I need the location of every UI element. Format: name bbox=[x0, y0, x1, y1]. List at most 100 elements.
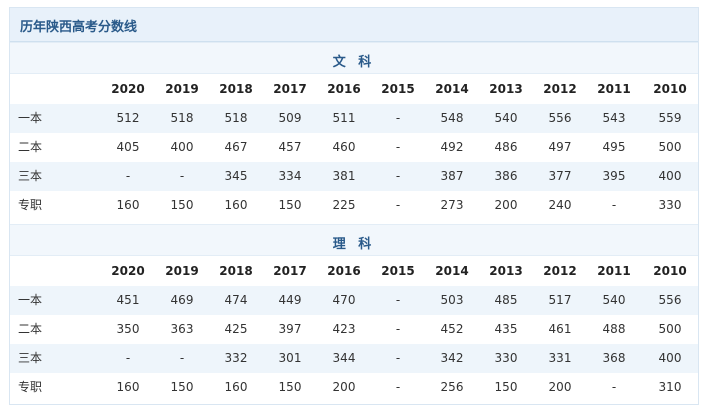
score-cell: 240 bbox=[548, 198, 572, 212]
year-header-cell: 2014 bbox=[435, 264, 469, 278]
year-header-row: 2020 2019 2018 2017 2016 2015 2014 2013 2012 2011… bbox=[10, 256, 698, 286]
year-header-cell: 2018 bbox=[219, 82, 253, 96]
table-row: 二本 405 400 467 457 460 - 492 486 497 495 500 bbox=[10, 133, 698, 162]
year-header-cell: 2016 bbox=[327, 82, 361, 96]
table-row: 一本 512 518 518 509 511 - 548 540 556 543 559 bbox=[10, 104, 698, 133]
score-cell: 518 bbox=[170, 111, 194, 125]
score-cell: 449 bbox=[278, 293, 302, 307]
year-header-cell: 2015 bbox=[381, 82, 415, 96]
row-label: 三本 bbox=[18, 169, 43, 183]
year-header-cell: 2020 bbox=[111, 82, 145, 96]
score-cell: 556 bbox=[548, 111, 572, 125]
score-cell: - bbox=[395, 293, 401, 307]
year-header-cell: 2010 bbox=[653, 264, 687, 278]
score-cell: 381 bbox=[332, 169, 356, 183]
section-title: 理 科 bbox=[332, 237, 376, 252]
year-header-cell: 2016 bbox=[327, 264, 361, 278]
year-header-cell: 2019 bbox=[165, 264, 199, 278]
table-row: 二本 350 363 425 397 423 - 452 435 461 488 500 bbox=[10, 315, 698, 344]
score-cell: 495 bbox=[602, 140, 626, 154]
score-cell: 556 bbox=[658, 293, 682, 307]
table-row: 三本 - - 345 334 381 - 387 386 377 395 400 bbox=[10, 162, 698, 191]
score-cell: 517 bbox=[548, 293, 572, 307]
year-header-cell: 2017 bbox=[273, 264, 307, 278]
score-cell: 540 bbox=[494, 111, 518, 125]
score-cell: 467 bbox=[224, 140, 248, 154]
row-label: 一本 bbox=[18, 111, 43, 125]
row-label: 专职 bbox=[18, 198, 43, 212]
year-header-cell: 2011 bbox=[597, 82, 631, 96]
score-cell: 423 bbox=[332, 322, 356, 336]
score-cell: 548 bbox=[440, 111, 464, 125]
row-label: 二本 bbox=[18, 322, 43, 336]
score-cell: 342 bbox=[440, 351, 464, 365]
year-header-cell: 2010 bbox=[653, 82, 687, 96]
score-cell: 150 bbox=[278, 198, 302, 212]
score-cell: 540 bbox=[602, 293, 626, 307]
score-cell: 470 bbox=[332, 293, 356, 307]
score-cell: - bbox=[395, 380, 401, 394]
score-cell: 425 bbox=[224, 322, 248, 336]
score-cell: 461 bbox=[548, 322, 572, 336]
year-header-cell: 2014 bbox=[435, 82, 469, 96]
score-cell: - bbox=[395, 351, 401, 365]
score-cell: 451 bbox=[116, 293, 140, 307]
year-header-cell: 2013 bbox=[489, 82, 523, 96]
score-cell: 331 bbox=[548, 351, 572, 365]
score-cell: 310 bbox=[658, 380, 682, 394]
score-cell: 397 bbox=[278, 322, 302, 336]
score-cell: 559 bbox=[658, 111, 682, 125]
year-header-cell: 2018 bbox=[219, 264, 253, 278]
score-cell: 460 bbox=[332, 140, 356, 154]
score-cell: 200 bbox=[494, 198, 518, 212]
score-cell: 160 bbox=[224, 198, 248, 212]
score-cell: - bbox=[395, 111, 401, 125]
score-cell: 452 bbox=[440, 322, 464, 336]
score-cell: 150 bbox=[494, 380, 518, 394]
score-cell: 486 bbox=[494, 140, 518, 154]
year-header-cell: 2019 bbox=[165, 82, 199, 96]
score-cell: - bbox=[611, 198, 617, 212]
score-cell: 301 bbox=[278, 351, 302, 365]
score-cell: - bbox=[125, 351, 131, 365]
score-cell: 350 bbox=[116, 322, 140, 336]
year-header-cell: 2015 bbox=[381, 264, 415, 278]
score-cell: 457 bbox=[278, 140, 302, 154]
score-cell: 405 bbox=[116, 140, 140, 154]
score-cell: 492 bbox=[440, 140, 464, 154]
score-cell: 334 bbox=[278, 169, 302, 183]
year-header-row: 2020 2019 2018 2017 2016 2015 2014 2013 2012 2011… bbox=[10, 74, 698, 104]
score-cell: 485 bbox=[494, 293, 518, 307]
section-title: 文 科 bbox=[332, 55, 376, 70]
table-row: 专职 160 150 160 150 200 - 256 150 200 - 310 bbox=[10, 373, 698, 402]
score-cell: 435 bbox=[494, 322, 518, 336]
score-cell: 387 bbox=[440, 169, 464, 183]
score-cell: 500 bbox=[658, 322, 682, 336]
score-cell: 386 bbox=[494, 169, 518, 183]
score-cell: - bbox=[395, 140, 401, 154]
score-cell: 511 bbox=[332, 111, 356, 125]
score-cell: 273 bbox=[440, 198, 464, 212]
row-label: 二本 bbox=[18, 140, 43, 154]
table-row: 一本 451 469 474 449 470 - 503 485 517 540 556 bbox=[10, 286, 698, 315]
section-header: 理 科 bbox=[10, 224, 698, 256]
score-cell: 518 bbox=[224, 111, 248, 125]
score-cell: - bbox=[395, 169, 401, 183]
score-cell: 377 bbox=[548, 169, 572, 183]
score-cell: 497 bbox=[548, 140, 572, 154]
score-cell: 160 bbox=[116, 380, 140, 394]
score-cell: 330 bbox=[658, 198, 682, 212]
page-title: 历年陕西高考分数线 bbox=[20, 20, 138, 35]
row-label: 一本 bbox=[18, 293, 43, 307]
score-cell: 500 bbox=[658, 140, 682, 154]
year-header-cell: 2012 bbox=[543, 82, 577, 96]
score-cell: 363 bbox=[170, 322, 194, 336]
score-cell: 469 bbox=[170, 293, 194, 307]
score-cell: 225 bbox=[332, 198, 356, 212]
score-cell: - bbox=[125, 169, 131, 183]
score-cell: 474 bbox=[224, 293, 248, 307]
score-cell: 503 bbox=[440, 293, 464, 307]
year-header-cell: 2011 bbox=[597, 264, 631, 278]
year-header-cell: 2017 bbox=[273, 82, 307, 96]
section-header: 文 科 bbox=[10, 42, 698, 74]
